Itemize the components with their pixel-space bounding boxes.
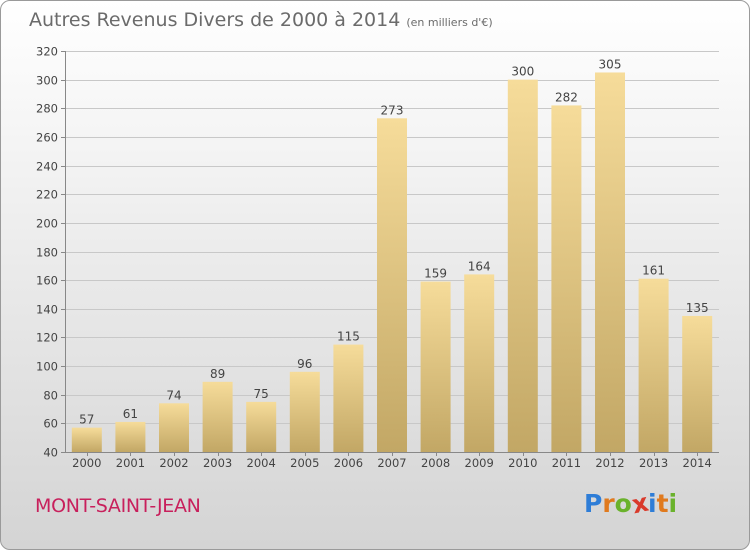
y-tick-label: 180 [36,246,58,260]
bar [377,118,407,452]
y-tick-label: 80 [43,389,58,403]
data-label: 115 [337,330,360,344]
logo-letter: t [656,489,669,518]
axes [61,51,719,456]
y-tick-labels: 40 60 80 100 120 140 160 180 200 220 240 260 280 300 3… [36,45,58,460]
x-tick-label: 2009 [465,456,494,470]
x-tick-label: 2002 [159,456,188,470]
data-label: 135 [686,301,709,315]
data-label: 61 [123,407,138,421]
data-label: 89 [210,367,225,381]
bar [289,371,320,452]
data-label: 273 [381,103,404,117]
data-label: 159 [424,267,447,281]
x-tick-label: 2001 [116,456,145,470]
proxiti-logo: Proxiti [584,488,678,520]
y-tick-label: 200 [36,217,58,231]
x-tick-label: 2008 [421,456,450,470]
x-tick-label: 2007 [377,456,406,470]
x-tick-label: 2000 [72,456,101,470]
x-tick-label: 2012 [595,456,624,470]
y-tick-label: 140 [36,303,58,317]
bar [638,278,669,452]
bar [507,79,538,453]
bars [71,72,713,453]
x-tick-label: 2011 [552,456,581,470]
data-labels: 57 61 74 89 75 96 115 273 159 164 300 282 305 161 135 [79,57,708,426]
data-label: 75 [254,387,269,401]
logo-letter: o [614,489,632,518]
bar [202,381,233,452]
logo-letter: P [584,489,603,518]
x-tick-label: 2006 [334,456,363,470]
bar [464,274,495,452]
x-tick-label: 2003 [203,456,232,470]
bar [333,344,364,452]
x-tick-label: 2004 [247,456,276,470]
x-tick-label: 2005 [290,456,319,470]
y-tick-label: 60 [43,417,58,431]
y-tick-label: 240 [36,160,58,174]
bar [420,281,451,452]
bar [71,427,102,452]
y-tick-label: 320 [36,45,58,59]
data-label: 164 [468,259,491,273]
data-label: 305 [599,57,622,71]
logo-letter: i [668,489,678,518]
bar [246,401,277,452]
y-tick-label: 260 [36,131,58,145]
logo-letter: r [602,489,615,518]
x-tick-labels: 2000 2001 2002 2003 2004 2005 2006 2007 2008 2009… [72,456,712,470]
chart-subtitle: (en milliers d'€) [406,16,493,29]
y-tick-label: 40 [43,446,58,460]
bar [551,105,582,453]
x-tick-label: 2013 [639,456,668,470]
y-tick-label: 100 [36,360,58,374]
y-tick-label: 300 [36,74,58,88]
bar [115,421,146,452]
y-tick-label: 120 [36,331,58,345]
data-label: 74 [166,388,181,402]
chart-title: Autres Revenus Divers de 2000 à 2014 [29,9,401,31]
bar [682,315,713,452]
x-tick-label: 2010 [508,456,537,470]
data-label: 161 [642,264,665,278]
y-tick-label: 280 [36,102,58,116]
data-label: 300 [511,65,534,79]
logo-letter: i [648,489,657,518]
location-label: MONT-SAINT-JEAN [35,495,201,517]
data-label: 96 [297,357,312,371]
y-tick-label: 220 [36,188,58,202]
data-label: 57 [79,413,94,427]
chart-title-block: Autres Revenus Divers de 2000 à 2014 (en … [29,9,493,31]
x-tick-label: 2014 [683,456,712,470]
y-tick-label: 160 [36,274,58,288]
data-label: 282 [555,90,578,104]
bar [159,403,189,452]
bar [595,72,625,452]
